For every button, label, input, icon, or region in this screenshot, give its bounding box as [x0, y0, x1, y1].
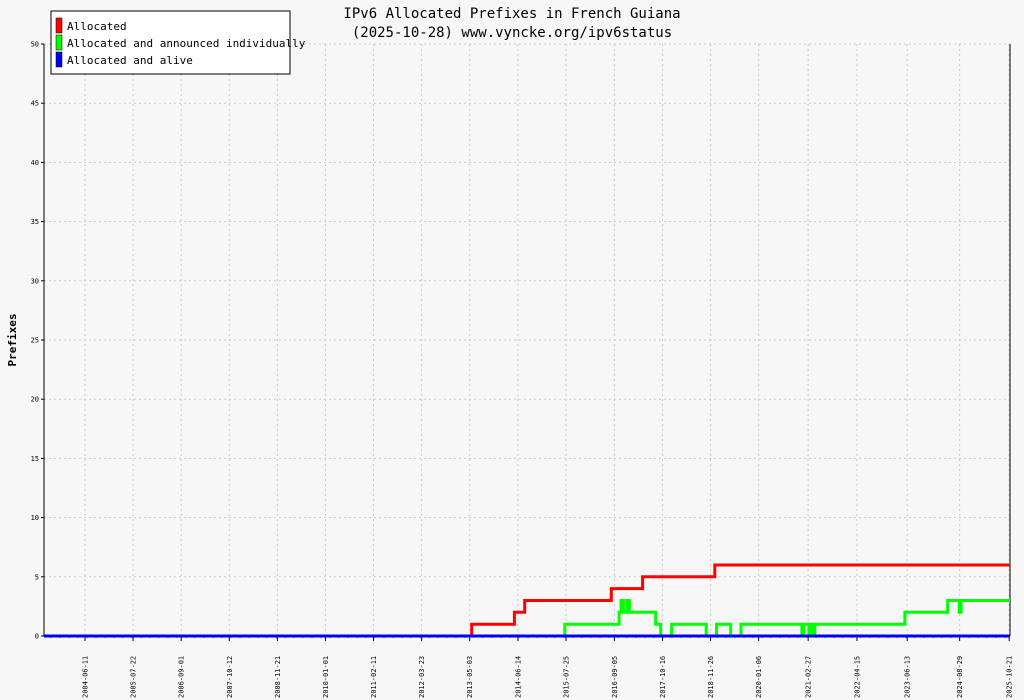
legend-label-announced: Allocated and announced individually	[67, 37, 306, 50]
ticks-layer: 0 5 10 15 20 25 30 35 40 45 50 2004-06-11 2005-07-22…	[31, 41, 1014, 699]
y-axis-label: Prefixes	[6, 314, 19, 367]
x-tick-label: 2007-10-12	[226, 656, 234, 698]
x-tick-label: 2006-09-01	[178, 656, 186, 698]
y-tick-label: 45	[31, 100, 39, 108]
series-layer	[44, 563, 1010, 638]
x-tick-label: 2012-03-23	[418, 656, 426, 698]
y-tick-label: 40	[31, 159, 39, 167]
legend-swatch-allocated	[55, 17, 63, 34]
x-tick-label: 2024-08-29	[956, 656, 964, 698]
x-tick-label: 2004-06-11	[81, 656, 89, 698]
x-tick-label: 2022-04-15	[853, 656, 861, 698]
x-tick-label: 2010-01-01	[322, 656, 330, 698]
x-tick-label: 2015-07-25	[563, 656, 571, 698]
y-tick-label: 20	[31, 396, 39, 404]
x-tick-label: 2023-06-13	[904, 656, 912, 698]
x-tick-label: 2014-06-14	[514, 656, 522, 698]
x-tick-label: 2016-09-05	[611, 656, 619, 698]
x-tick-label: 2011-02-11	[370, 656, 378, 698]
grid-layer	[44, 43, 1010, 636]
y-tick-label: 35	[31, 218, 39, 226]
y-tick-label: 5	[35, 573, 39, 581]
x-tick-label: 2018-11-26	[707, 656, 715, 698]
series-line-allocated-and-announced-individually	[44, 599, 1010, 638]
x-tick-label: 2025-10-21	[1006, 656, 1014, 698]
y-tick-label: 50	[31, 41, 39, 49]
y-tick-label: 0	[35, 633, 39, 641]
series-line-allocated	[44, 563, 1010, 638]
x-tick-label: 2013-05-03	[466, 656, 474, 698]
y-tick-label: 25	[31, 337, 39, 345]
chart-title: IPv6 Allocated Prefixes in French Guiana	[343, 6, 680, 22]
y-tick-label: 15	[31, 455, 39, 463]
x-tick-label: 2017-10-16	[659, 656, 667, 698]
legend: Allocated Allocated and announced indivi…	[50, 10, 306, 75]
chart-subtitle: (2025-10-28) www.vyncke.org/ipv6status	[352, 25, 672, 41]
x-tick-label: 2021-02-27	[805, 656, 813, 698]
legend-swatch-announced	[55, 34, 63, 51]
x-tick-label: 2005-07-22	[130, 656, 138, 698]
legend-box	[50, 10, 291, 75]
legend-label-alive: Allocated and alive	[67, 54, 193, 67]
y-tick-label: 30	[31, 277, 39, 285]
x-tick-label: 2008-11-21	[274, 656, 282, 698]
x-tick-label: 2020-01-06	[755, 656, 763, 698]
legend-swatch-alive	[55, 51, 63, 68]
y-tick-label: 10	[31, 514, 39, 522]
legend-label-allocated: Allocated	[67, 20, 127, 33]
